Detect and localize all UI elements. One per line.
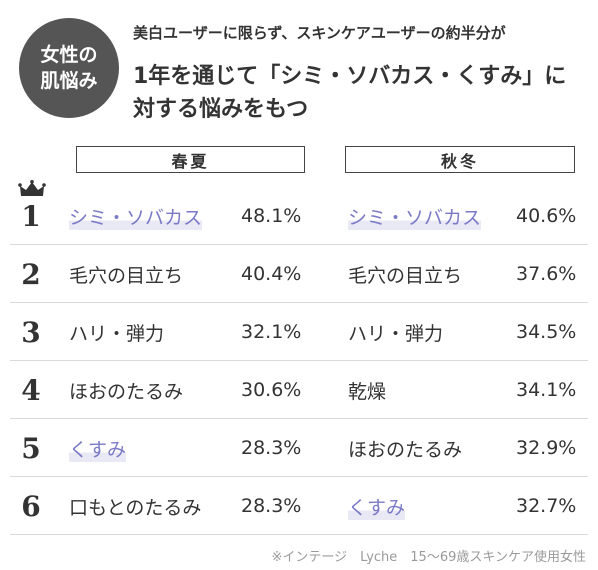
spring-concern-item: 毛穴の目立ち bbox=[69, 245, 183, 303]
autumn-concern-label: ほおのたるみ bbox=[348, 438, 463, 461]
autumn-concern-label: シミ・ソバカス bbox=[348, 202, 482, 230]
spring-concern-item: 口もとのたるみ bbox=[69, 477, 201, 535]
table-row: 1 シミ・ソバカス 48.1% シミ・ソバカス 40.6% bbox=[0, 187, 598, 245]
autumn-concern-percent: 34.5% bbox=[516, 321, 577, 343]
spring-concern-percent: 48.1% bbox=[241, 205, 302, 227]
autumn-concern-item: シミ・ソバカス bbox=[348, 187, 482, 245]
spring-concern-percent: 28.3% bbox=[241, 437, 302, 459]
crown-icon bbox=[18, 180, 46, 196]
autumn-concern-item: くすみ bbox=[348, 477, 406, 535]
autumn-concern-item: 毛穴の目立ち bbox=[348, 245, 462, 303]
spring-concern-item: ほおのたるみ bbox=[69, 361, 183, 419]
rank-number: 1 bbox=[21, 199, 41, 233]
spring-concern-label: ハリ・弾力 bbox=[69, 322, 165, 345]
autumn-concern-label: 乾燥 bbox=[348, 380, 387, 403]
rank-number: 4 bbox=[21, 373, 41, 407]
row-divider bbox=[10, 476, 588, 477]
spring-concern-percent: 32.1% bbox=[241, 321, 302, 343]
topic-badge: 女性の 肌悩み bbox=[19, 18, 119, 118]
table-row: 6 口もとのたるみ 28.3% くすみ 32.7% bbox=[0, 477, 598, 535]
row-divider bbox=[10, 534, 588, 535]
intro-text: 美白ユーザーに限らず、スキンケアユーザーの約半分が bbox=[133, 24, 506, 42]
row-divider bbox=[10, 244, 588, 245]
column-header-spring-summer: 春夏 bbox=[76, 146, 305, 173]
autumn-concern-item: 乾燥 bbox=[348, 361, 386, 419]
rank-number: 2 bbox=[21, 257, 41, 291]
table-row: 4 ほおのたるみ 30.6% 乾燥 34.1% bbox=[0, 361, 598, 419]
autumn-concern-percent: 34.1% bbox=[516, 379, 577, 401]
autumn-concern-label: くすみ bbox=[348, 492, 406, 520]
row-divider bbox=[10, 360, 588, 361]
spring-concern-percent: 30.6% bbox=[241, 379, 302, 401]
spring-concern-label: 口もとのたるみ bbox=[69, 496, 202, 519]
rank-number: 5 bbox=[21, 431, 41, 465]
table-row: 2 毛穴の目立ち 40.4% 毛穴の目立ち 37.6% bbox=[0, 245, 598, 303]
spring-concern-percent: 40.4% bbox=[241, 263, 302, 285]
autumn-concern-percent: 32.9% bbox=[516, 437, 577, 459]
autumn-concern-label: 毛穴の目立ち bbox=[348, 264, 463, 287]
row-divider bbox=[10, 302, 588, 303]
autumn-concern-item: ハリ・弾力 bbox=[348, 303, 443, 361]
table-row: 5 くすみ 28.3% ほおのたるみ 32.9% bbox=[0, 419, 598, 477]
table-row: 3 ハリ・弾力 32.1% ハリ・弾力 34.5% bbox=[0, 303, 598, 361]
autumn-concern-percent: 32.7% bbox=[516, 495, 577, 517]
spring-concern-item: ハリ・弾力 bbox=[69, 303, 164, 361]
autumn-concern-percent: 37.6% bbox=[516, 263, 577, 285]
spring-concern-label: くすみ bbox=[69, 434, 127, 462]
rank-number: 3 bbox=[21, 315, 41, 349]
headline-line-1: 1年を通じて「シミ・ソバカス・くすみ」に bbox=[133, 64, 567, 89]
headline-line-2: 対する悩みをもつ bbox=[133, 97, 309, 122]
autumn-concern-label: ハリ・弾力 bbox=[348, 322, 444, 345]
autumn-concern-percent: 40.6% bbox=[516, 205, 577, 227]
spring-concern-label: 毛穴の目立ち bbox=[69, 264, 184, 287]
badge-line-1: 女性の bbox=[40, 44, 98, 66]
badge-line-2: 肌悩み bbox=[40, 70, 98, 92]
headline: 1年を通じて「シミ・ソバカス・くすみ」に 対する悩みをもつ bbox=[133, 60, 566, 126]
autumn-concern-item: ほおのたるみ bbox=[348, 419, 462, 477]
spring-concern-item: くすみ bbox=[69, 419, 127, 477]
spring-concern-label: ほおのたるみ bbox=[69, 380, 184, 403]
source-note: ※インテージ Lyche 15～69歳スキンケア使用女性 bbox=[271, 550, 586, 565]
row-divider bbox=[10, 418, 588, 419]
column-header-autumn-winter: 秋冬 bbox=[345, 146, 575, 173]
spring-concern-item: シミ・ソバカス bbox=[69, 187, 203, 245]
spring-concern-percent: 28.3% bbox=[241, 495, 302, 517]
rank-number: 6 bbox=[21, 489, 41, 523]
spring-concern-label: シミ・ソバカス bbox=[69, 202, 203, 230]
